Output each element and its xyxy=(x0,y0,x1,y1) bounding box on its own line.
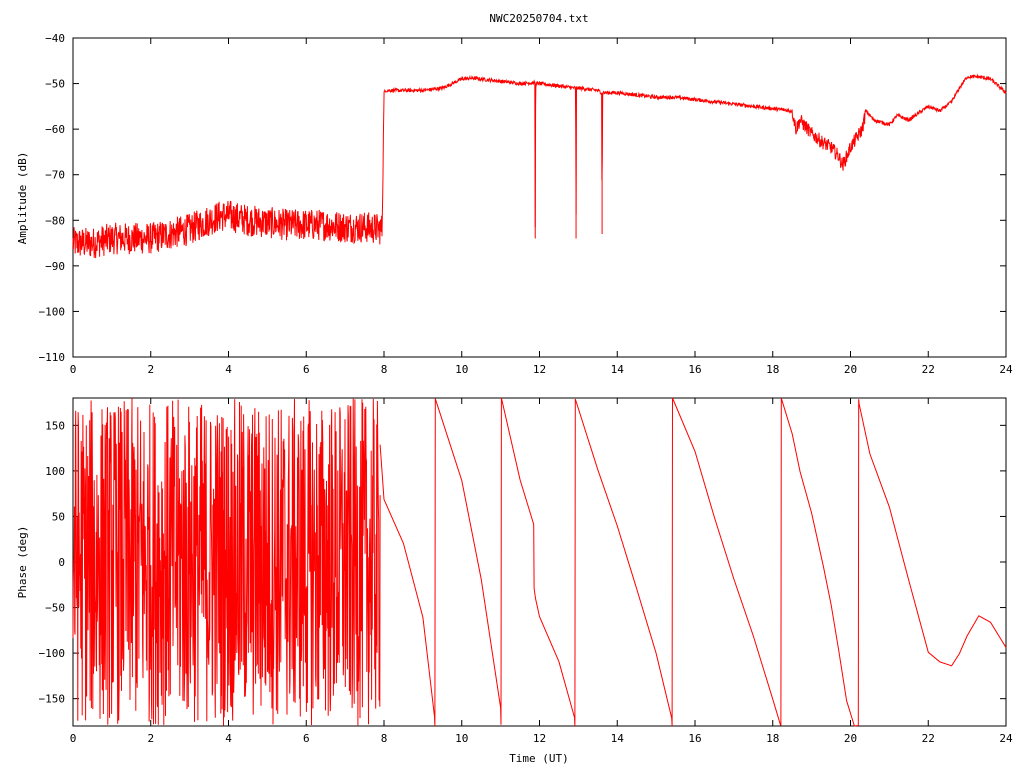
phase-x-tick-label: 6 xyxy=(303,732,310,745)
phase-x-tick-label: 24 xyxy=(999,732,1013,745)
amplitude-panel: 0 2 4 6 8 10 12 14 16 18 20 22 24−110−100−90−80−70−6… xyxy=(16,32,1013,376)
phase-y-axis-label: Phase (deg) xyxy=(16,526,29,599)
amplitude-plot-frame xyxy=(72,37,1007,358)
amplitude-y-tick-label: −90 xyxy=(45,260,65,273)
amplitude-x-tick-label: 18 xyxy=(766,363,779,376)
phase-y-tick-label: 50 xyxy=(52,510,65,523)
amplitude-x-tick-label: 16 xyxy=(688,363,701,376)
phase-x-tick-label: 22 xyxy=(922,732,935,745)
amplitude-x-tick-label: 0 xyxy=(70,363,77,376)
amplitude-y-tick-label: −80 xyxy=(45,214,65,227)
phase-noise-line xyxy=(72,398,381,726)
amplitude-x-tick-label: 14 xyxy=(611,363,625,376)
phase-x-tick-label: 0 xyxy=(70,732,77,745)
amplitude-x-tick-label: 24 xyxy=(999,363,1013,376)
phase-y-tick-label: 100 xyxy=(45,465,65,478)
time-x-axis-label: Time (UT) xyxy=(509,752,569,765)
phase-panel: 0 2 4 6 8 10 12 14 16 18 20 22 24−150−100−5005010015… xyxy=(16,397,1013,765)
phase-x-tick-label: 14 xyxy=(611,732,625,745)
phase-line xyxy=(379,397,1007,727)
phase-x-tick-label: 20 xyxy=(844,732,857,745)
amplitude-x-tick-label: 12 xyxy=(533,363,546,376)
phase-x-tick-label: 2 xyxy=(147,732,154,745)
amplitude-y-tick-label: −100 xyxy=(39,305,66,318)
phase-y-tick-label: −100 xyxy=(39,647,66,660)
phase-ticks: 0 2 4 6 8 10 12 14 16 18 20 22 24−150−100−5005010015… xyxy=(39,398,1013,745)
amplitude-y-tick-label: −110 xyxy=(39,351,66,364)
chart-title: NWC20250704.txt xyxy=(489,12,588,25)
phase-x-tick-label: 10 xyxy=(455,732,468,745)
phase-trace xyxy=(72,397,1007,727)
phase-x-tick-label: 8 xyxy=(381,732,388,745)
amplitude-y-tick-label: −70 xyxy=(45,169,65,182)
amplitude-trace xyxy=(72,73,1007,259)
amplitude-y-axis-label: Amplitude (dB) xyxy=(16,152,29,245)
amplitude-y-tick-label: −60 xyxy=(45,123,65,136)
amplitude-ticks: 0 2 4 6 8 10 12 14 16 18 20 22 24−110−100−90−80−70−6… xyxy=(39,32,1013,376)
amplitude-x-tick-label: 6 xyxy=(303,363,310,376)
amplitude-line xyxy=(72,73,1007,259)
phase-x-tick-label: 4 xyxy=(225,732,232,745)
amplitude-x-tick-label: 4 xyxy=(225,363,232,376)
phase-x-tick-label: 16 xyxy=(688,732,701,745)
amplitude-x-tick-label: 8 xyxy=(381,363,388,376)
amplitude-y-tick-label: −50 xyxy=(45,78,65,91)
amplitude-x-tick-label: 22 xyxy=(922,363,935,376)
phase-x-tick-label: 18 xyxy=(766,732,779,745)
phase-y-tick-label: 150 xyxy=(45,419,65,432)
amplitude-x-tick-label: 10 xyxy=(455,363,468,376)
phase-y-tick-label: 0 xyxy=(58,556,65,569)
amplitude-y-tick-label: −40 xyxy=(45,32,65,45)
phase-y-tick-label: −50 xyxy=(45,602,65,615)
amplitude-x-tick-label: 2 xyxy=(147,363,154,376)
amplitude-x-tick-label: 20 xyxy=(844,363,857,376)
phase-x-tick-label: 12 xyxy=(533,732,546,745)
phase-y-tick-label: −150 xyxy=(39,693,66,706)
